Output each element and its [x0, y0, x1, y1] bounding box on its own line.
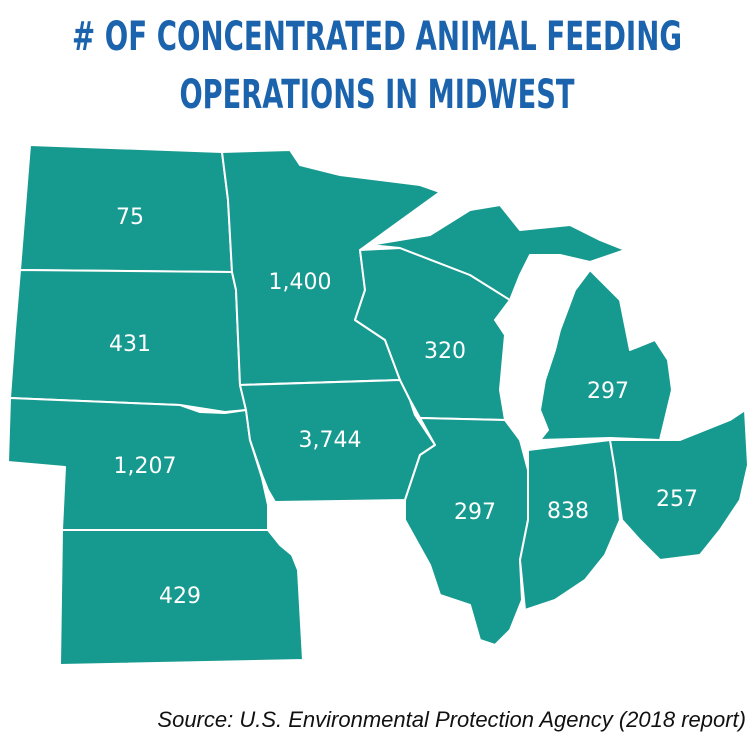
state-value: 75	[116, 205, 144, 230]
source-note: Source: U.S. Environmental Protection Ag…	[157, 707, 746, 732]
state-labels: 75 431 1,207 429 1,400 3,744 320 297 838…	[109, 205, 698, 609]
state-ne	[7, 397, 269, 531]
state-value: 297	[454, 500, 496, 525]
state-value: 431	[109, 332, 151, 357]
states	[7, 144, 749, 666]
state-value: 1,207	[114, 454, 177, 479]
state-il	[404, 417, 529, 646]
state-oh	[609, 409, 749, 561]
state-value: 320	[424, 339, 466, 364]
state-in	[519, 439, 621, 611]
state-value: 297	[587, 379, 629, 404]
state-ks	[59, 529, 304, 666]
state-value: 838	[547, 499, 589, 524]
state-value: 257	[656, 487, 698, 512]
state-mi-upper	[369, 204, 626, 301]
state-value: 1,400	[269, 270, 332, 295]
title-line: # OF CONCENTRATED ANIMAL FEEDING	[72, 14, 682, 60]
title-line: OPERATIONS IN MIDWEST	[180, 72, 575, 118]
state-value: 429	[159, 584, 201, 609]
state-mi-lower	[539, 269, 673, 441]
state-value: 3,744	[299, 428, 362, 453]
